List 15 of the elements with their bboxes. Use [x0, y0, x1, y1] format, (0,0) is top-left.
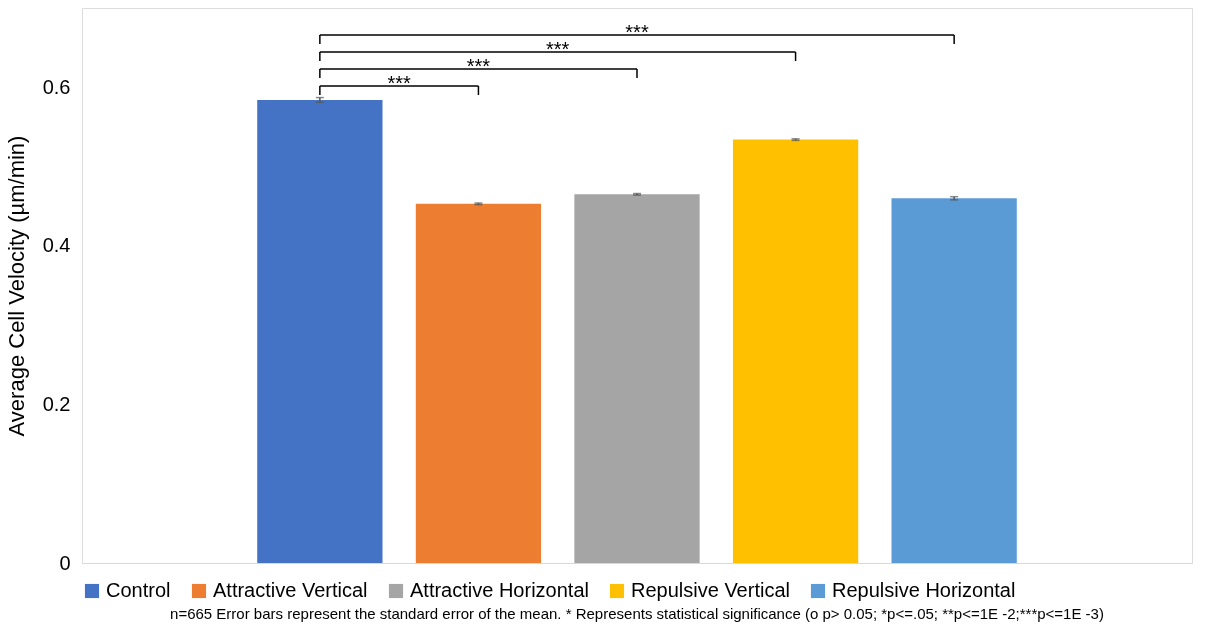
y-tick-label: 0.4	[42, 234, 71, 257]
legend-label: Attractive Horizontal	[410, 579, 589, 601]
y-tick-label: 0	[59, 551, 71, 574]
annotation: ***	[466, 55, 491, 77]
annotation: ***	[625, 21, 649, 43]
annotation: ***	[546, 38, 570, 60]
legend-label: Repulsive Vertical	[631, 579, 790, 601]
y-tick-label: 0.6	[42, 75, 71, 98]
legend-label: Attractive Vertical	[213, 579, 368, 601]
legend-label: Repulsive Horizontal	[832, 579, 1016, 601]
annotation: ***	[387, 72, 412, 94]
y-tick-label: 0.2	[42, 392, 71, 415]
legend-label: Control	[106, 579, 171, 601]
text: n=665 Error bars represent the standard error of the mean. * Represents statistical significance (o p> 0.05; *p<=.05; **p<=1E -2;***p<=1E -3)	[170, 605, 1104, 622]
y-axis-title: Average Cell Velocity (µm/min)	[3, 135, 29, 437]
